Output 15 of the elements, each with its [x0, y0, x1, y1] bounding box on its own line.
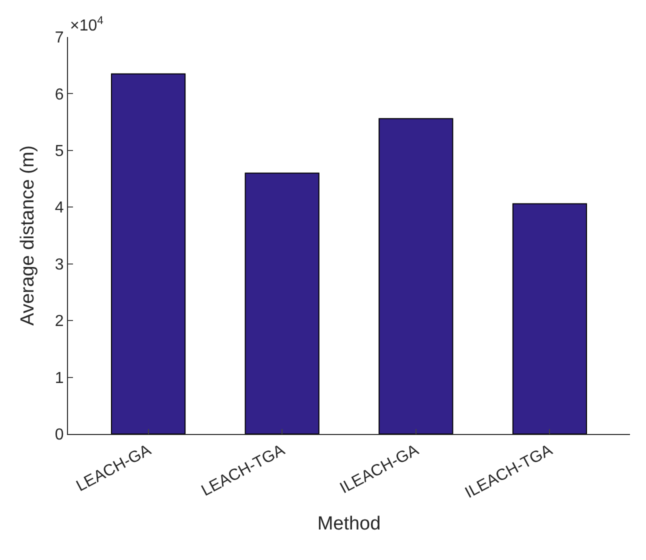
y-tick-label: 4 [54, 200, 64, 217]
x-axis-title: Method [317, 514, 381, 535]
bar [512, 203, 588, 434]
y-tick-label: 6 [54, 86, 64, 104]
y-axis-title: Average distance (m) [18, 145, 39, 326]
y-tick-label: 0 [54, 426, 64, 444]
bar [110, 73, 186, 434]
bar [244, 172, 320, 434]
y-tick-label: 7 [54, 30, 64, 47]
text: ×10$^{4}$ [70, 15, 104, 35]
y-tick-label: 2 [54, 313, 64, 330]
y-tick-label: 3 [54, 256, 64, 274]
bar [378, 118, 454, 434]
y-tick-label: 1 [54, 370, 64, 387]
y-tick-label: 5 [54, 143, 64, 160]
